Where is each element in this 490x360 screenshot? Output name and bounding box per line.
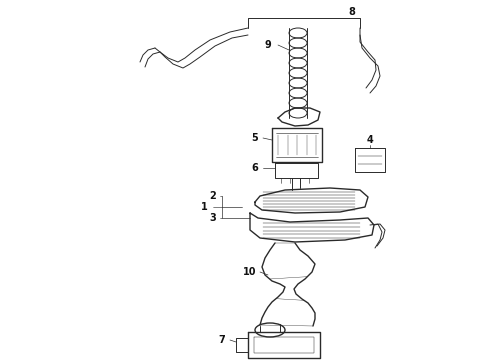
Text: 9: 9 (265, 40, 271, 50)
Text: 7: 7 (219, 335, 225, 345)
Text: 4: 4 (367, 135, 373, 145)
Text: 1: 1 (200, 202, 207, 212)
Text: 10: 10 (243, 267, 257, 277)
Text: 3: 3 (210, 213, 217, 223)
Text: 5: 5 (252, 133, 258, 143)
Text: 8: 8 (348, 7, 355, 17)
Text: 6: 6 (252, 163, 258, 173)
Text: 2: 2 (210, 191, 217, 201)
